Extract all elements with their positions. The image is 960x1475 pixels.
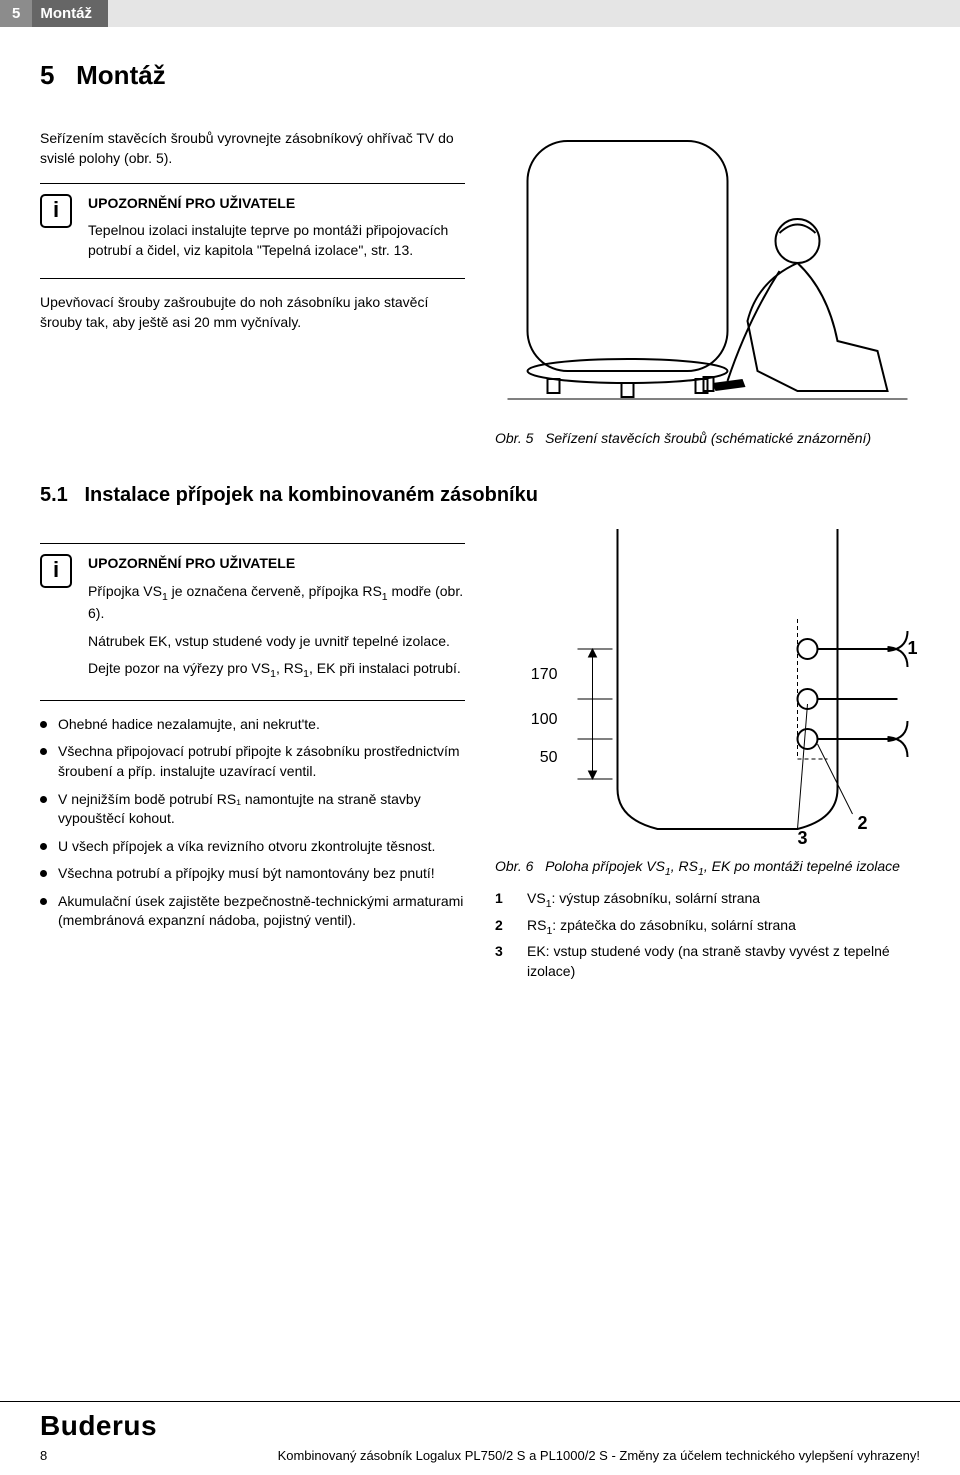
info-icon: i xyxy=(40,554,72,588)
notice1-title: UPOZORNĚNÍ PRO UŽIVATELE xyxy=(88,194,465,214)
brand-logo: Buderus xyxy=(40,1402,157,1445)
page-header: 5 Montáž xyxy=(0,0,960,27)
notice2-line1: Přípojka VS1 je označena červeně, přípoj… xyxy=(88,582,465,624)
info-icon: i xyxy=(40,194,72,228)
figure-6-illustration: 170 100 50 1 2 3 xyxy=(495,529,920,849)
list-item: Všechna připojovací potrubí připojte k z… xyxy=(40,742,465,781)
notice2-title: UPOZORNĚNÍ PRO UŽIVATELE xyxy=(88,554,465,574)
list-item: V nejnižším bodě potrubí RS₁ namontujte … xyxy=(40,790,465,829)
header-section-number: 5 xyxy=(0,0,32,27)
intro-paragraph: Seřízením stavěcích šroubů vyrovnejte zá… xyxy=(40,129,465,168)
subsection-heading: 5.1 Instalace přípojek na kombinovaném z… xyxy=(40,481,920,509)
legend-row: 2 RS1: zpátečka do zásobníku, solární st… xyxy=(495,916,920,938)
footer-text: Kombinovaný zásobník Logalux PL750/2 S a… xyxy=(157,1427,920,1465)
bullet-list: Ohebné hadice nezalamujte, ani nekrut'te… xyxy=(40,715,465,931)
notice2-line2: Nátrubek EK, vstup studené vody je uvnit… xyxy=(88,632,465,652)
list-item: Všechna potrubí a přípojky musí být namo… xyxy=(40,864,465,884)
list-item: Ohebné hadice nezalamujte, ani nekrut'te… xyxy=(40,715,465,735)
user-notice-1: i UPOZORNĚNÍ PRO UŽIVATELE Tepelnou izol… xyxy=(40,183,465,280)
figure-6-caption: Obr. 6 Poloha přípojek VS1, RS1, EK po m… xyxy=(495,857,920,879)
list-item: Akumulační úsek zajistěte bezpečnostně-t… xyxy=(40,892,465,931)
after-notice1-paragraph: Upevňovací šrouby zašroubujte do noh zás… xyxy=(40,293,465,332)
page-number: 8 xyxy=(40,1447,157,1465)
dim-170: 170 xyxy=(531,666,558,683)
list-item: U všech přípojek a víka revizního otvoru… xyxy=(40,837,465,857)
page-footer: Buderus 8 Kombinovaný zásobník Logalux P… xyxy=(0,1401,960,1475)
callout-2: 2 xyxy=(858,813,868,833)
section-heading: 5 Montáž xyxy=(40,57,920,93)
notice1-body: Tepelnou izolaci instalujte teprve po mo… xyxy=(88,221,465,260)
dim-100: 100 xyxy=(531,711,558,728)
notice2-line3: Dejte pozor na výřezy pro VS1, RS1, EK p… xyxy=(88,659,465,681)
callout-3: 3 xyxy=(798,828,808,848)
legend-row: 1 VS1: výstup zásobníku, solární strana xyxy=(495,889,920,911)
legend-row: 3 EK: vstup studené vody (na straně stav… xyxy=(495,942,920,981)
figure-5-caption: Obr. 5 Seřízení stavěcích šroubů (schéma… xyxy=(495,429,920,449)
dim-50: 50 xyxy=(540,749,558,766)
user-notice-2: i UPOZORNĚNÍ PRO UŽIVATELE Přípojka VS1 … xyxy=(40,543,465,701)
figure-6-legend: 1 VS1: výstup zásobníku, solární strana … xyxy=(495,889,920,981)
callout-1: 1 xyxy=(908,638,918,658)
header-section-title: Montáž xyxy=(32,0,108,27)
figure-5-illustration xyxy=(495,121,920,421)
